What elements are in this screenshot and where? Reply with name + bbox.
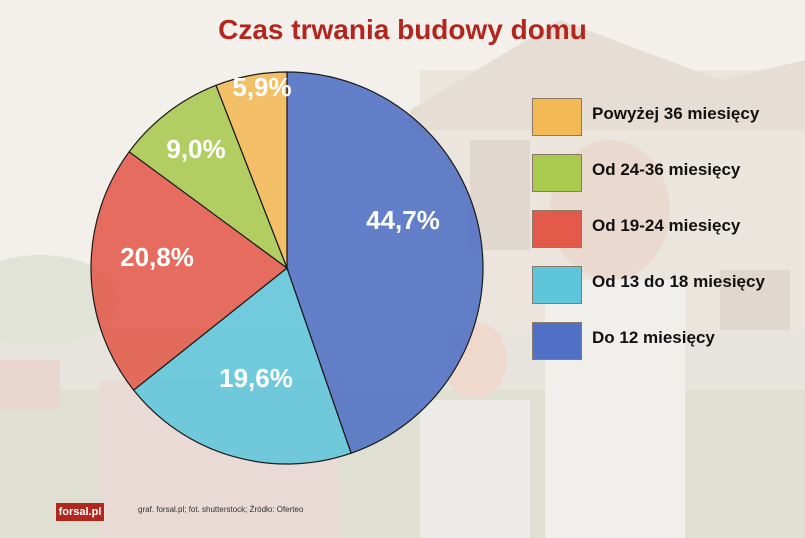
chart-title: Czas trwania budowy domu bbox=[218, 14, 587, 45]
slice-value-label: 9,0% bbox=[166, 134, 225, 164]
legend-item: Powyżej 36 miesięcy bbox=[532, 98, 802, 154]
legend-item: Od 13 do 18 miesięcy bbox=[532, 266, 802, 322]
legend-label: Od 19-24 miesięcy bbox=[592, 216, 741, 235]
legend-swatch bbox=[532, 266, 582, 304]
legend-item: Do 12 miesięcy bbox=[532, 322, 802, 378]
legend-swatch bbox=[532, 210, 582, 248]
slice-value-label: 5,9% bbox=[232, 72, 291, 102]
legend-swatch bbox=[532, 322, 582, 360]
pie-slice bbox=[215, 71, 288, 269]
legend-item: Od 24-36 miesięcy bbox=[532, 154, 802, 210]
legend-label: Od 24-36 miesięcy bbox=[592, 160, 741, 179]
slice-value-label: 19,6% bbox=[219, 363, 293, 393]
slice-value-label: 20,8% bbox=[120, 242, 194, 272]
pie-slice bbox=[90, 150, 288, 391]
legend-label: Do 12 miesięcy bbox=[592, 328, 715, 347]
legend-swatch bbox=[532, 154, 582, 192]
slice-value-label: 44,7% bbox=[366, 205, 440, 235]
chart-legend: Powyżej 36 miesięcy Od 24-36 miesięcy Od 1… bbox=[532, 98, 802, 378]
credits-text: graf. forsal.pl; fot. shutterstock; Źród… bbox=[138, 505, 304, 514]
pie-slice bbox=[286, 71, 484, 454]
legend-label: Od 13 do 18 miesięcy bbox=[592, 272, 765, 291]
pie-slice bbox=[132, 267, 352, 465]
legend-swatch bbox=[532, 98, 582, 136]
legend-item: Od 19-24 miesięcy bbox=[532, 210, 802, 266]
legend-label: Powyżej 36 miesięcy bbox=[592, 104, 760, 123]
forsal-logo: forsal.pl bbox=[56, 503, 104, 521]
pie-slice bbox=[128, 84, 289, 270]
